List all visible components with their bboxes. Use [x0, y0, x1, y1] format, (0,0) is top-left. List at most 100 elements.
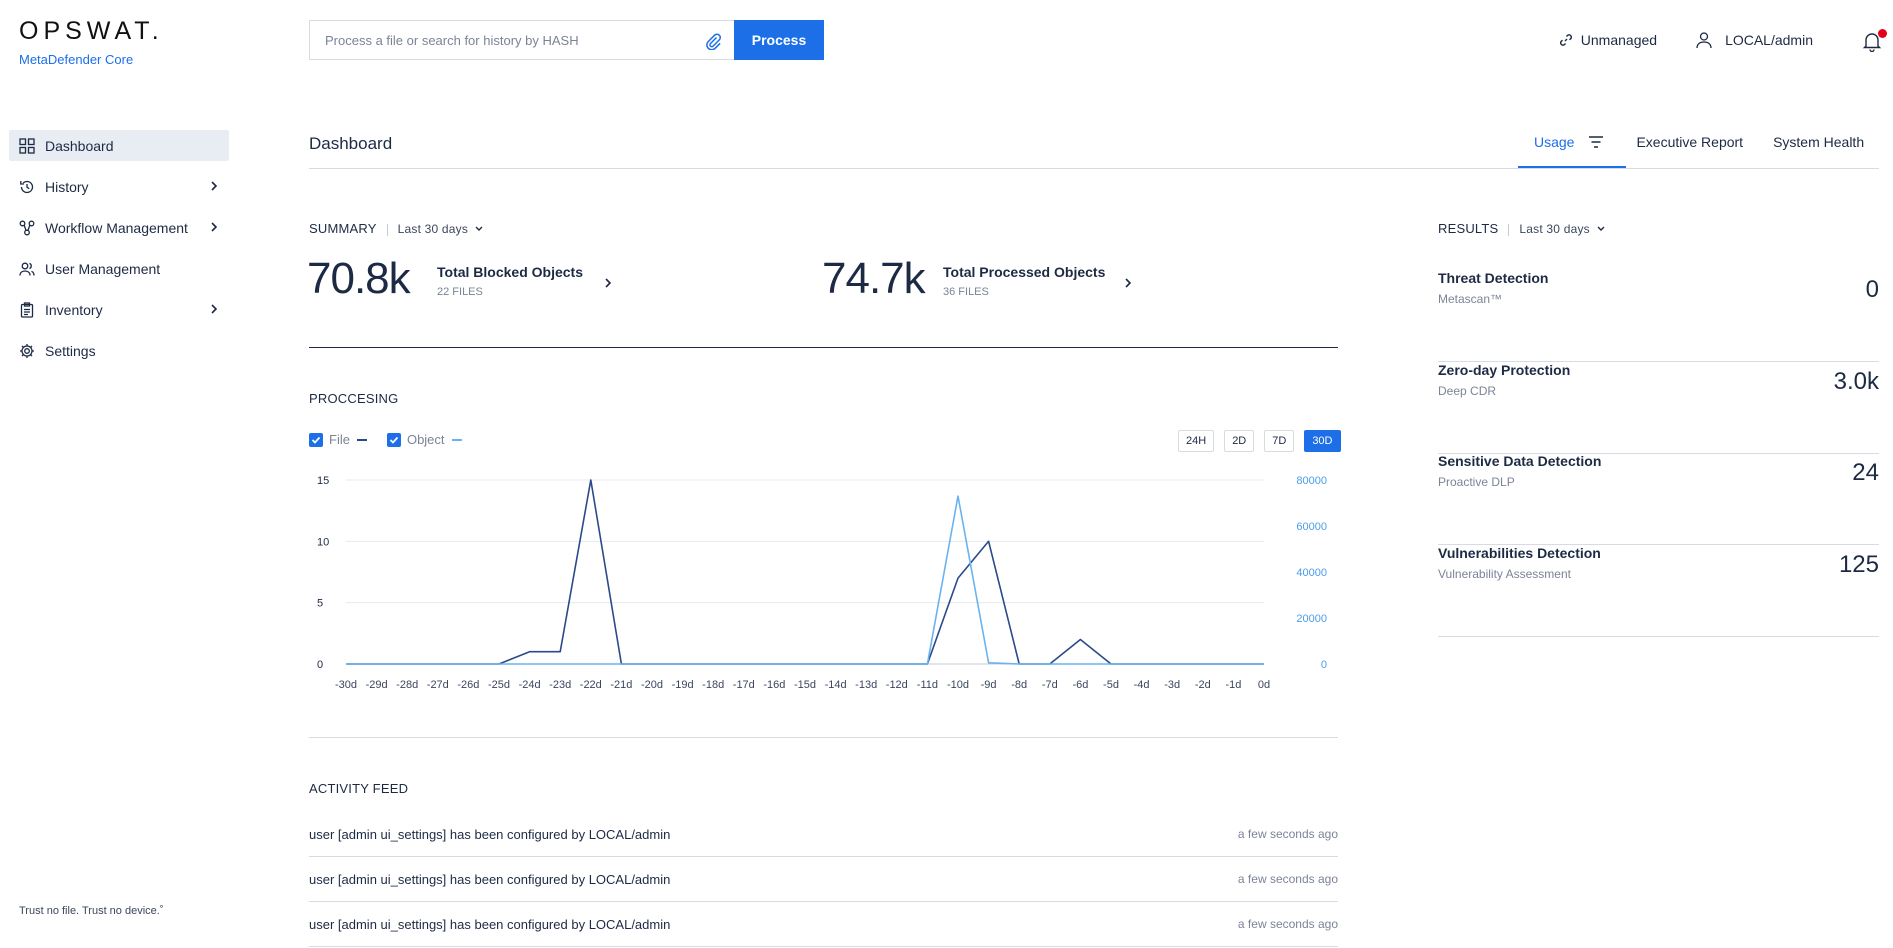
dashboard-grid-icon: [19, 137, 35, 154]
feed-item: user [admin ui_settings] has been config…: [309, 902, 1338, 947]
series-line-object: [346, 495, 1264, 665]
x-tick-label: -20d: [641, 679, 663, 691]
processed-objects-value: 74.7k: [822, 254, 926, 303]
separator: [1508, 223, 1510, 236]
sidebar-item-user-management[interactable]: User Management: [9, 253, 229, 284]
results-range-dropdown[interactable]: Last 30 days: [1519, 222, 1605, 236]
range-button-7d[interactable]: 7D: [1264, 430, 1295, 452]
x-tick-label: -22d: [580, 679, 602, 691]
sidebar-item-dashboard[interactable]: Dashboard: [9, 130, 229, 161]
result-value: 0: [1865, 276, 1879, 303]
summary-divider: [309, 347, 1338, 348]
range-button-2d[interactable]: 2D: [1224, 430, 1255, 452]
result-zero-day-protection[interactable]: Zero-day Protection Deep CDR 3.0k: [1438, 362, 1879, 454]
page-title: Dashboard: [309, 134, 393, 153]
file-series-checkbox[interactable]: [309, 432, 323, 447]
tab-system-health[interactable]: System Health: [1773, 134, 1865, 150]
user-label: LOCAL/admin: [1725, 32, 1813, 48]
user-icon: [1696, 32, 1712, 49]
tab-usage[interactable]: Usage: [1534, 134, 1604, 150]
x-tick-label: -21d: [610, 679, 632, 691]
blocked-objects-value: 70.8k: [307, 254, 411, 303]
x-tick-label: -5d: [1103, 679, 1119, 691]
unmanaged-label: Unmanaged: [1580, 32, 1658, 48]
object-series-checkbox[interactable]: [386, 432, 401, 447]
x-tick-label: -1d: [1225, 679, 1241, 691]
result-vulnerabilities-detection[interactable]: Vulnerabilities Detection Vulnerability …: [1438, 545, 1879, 637]
x-tick-label: -17d: [733, 679, 755, 691]
sidebar-item-label: User Management: [45, 260, 161, 277]
tab-label: Usage: [1534, 134, 1575, 150]
range-button-24h[interactable]: 24H: [1178, 430, 1215, 452]
result-sensitive-data-detection[interactable]: Sensitive Data Detection Proactive DLP 2…: [1438, 453, 1879, 545]
feed-actor: LOCAL/admin: [588, 826, 671, 842]
x-tick-label: -12d: [886, 679, 908, 691]
tab-executive-report[interactable]: Executive Report: [1636, 134, 1744, 150]
x-tick-label: -27d: [427, 679, 449, 691]
result-title: Vulnerabilities Detection: [1438, 545, 1601, 561]
sidebar-item-label: Workflow Management: [45, 219, 188, 236]
result-value: 3.0k: [1833, 368, 1879, 395]
blocked-objects-chevron-icon[interactable]: [601, 276, 615, 290]
result-subtitle: Metascan™: [1438, 292, 1503, 306]
y-left-tick-label: 15: [317, 475, 329, 487]
feed-subject: user [admin ui_settings]: [309, 916, 447, 932]
processed-objects-chevron-icon[interactable]: [1121, 276, 1135, 290]
clipboard-icon: [20, 301, 34, 318]
users-icon: [19, 262, 35, 276]
summary-range-dropdown[interactable]: Last 30 days: [398, 222, 484, 236]
x-tick-label: -19d: [672, 679, 694, 691]
y-right-tick-label: 60000: [1296, 521, 1327, 533]
history-icon: [20, 180, 34, 193]
x-tick-label: -24d: [519, 679, 541, 691]
processing-label: PROCCESING: [309, 391, 399, 406]
opswat-logo[interactable]: OPSWAT. MetaDefender Core: [19, 19, 164, 68]
summary-header: SUMMARY Last 30 days: [309, 221, 484, 236]
x-tick-label: -15d: [794, 679, 816, 691]
chevron-down-icon: [475, 226, 483, 231]
sidebar-item-workflow-management[interactable]: Workflow Management: [9, 212, 229, 243]
chevron-right-icon: [211, 304, 218, 314]
result-title: Threat Detection: [1438, 270, 1549, 286]
feed-message: user [admin ui_settings] has been config…: [309, 827, 670, 842]
range-button-30d[interactable]: 30D: [1304, 430, 1341, 452]
x-tick-label: -29d: [366, 679, 388, 691]
top-right-actions: Unmanaged LOCAL/admin: [1559, 28, 1813, 52]
sidebar-item-inventory[interactable]: Inventory: [9, 294, 229, 325]
series-line-file: [346, 479, 1264, 665]
feed-message: user [admin ui_settings] has been config…: [309, 872, 670, 887]
feed-item: user [admin ui_settings] has been config…: [309, 812, 1338, 857]
sidebar-item-label: Inventory: [45, 301, 103, 318]
activity-feed-label: ACTIVITY FEED: [309, 781, 409, 796]
sidebar-item-settings[interactable]: Settings: [9, 335, 229, 366]
sidebar-item-label: Settings: [45, 342, 96, 359]
filter-icon[interactable]: [1588, 135, 1604, 149]
y-right-tick-label: 20000: [1296, 613, 1327, 625]
paperclip-icon[interactable]: [704, 32, 722, 50]
sidebar-item-history[interactable]: History: [9, 171, 229, 202]
x-tick-label: -7d: [1042, 679, 1058, 691]
result-title: Zero-day Protection: [1438, 362, 1571, 378]
user-menu[interactable]: LOCAL/admin: [1695, 31, 1813, 49]
feed-subject: user [admin ui_settings]: [309, 826, 447, 842]
results-range-label: Last 30 days: [1519, 222, 1590, 236]
y-right-tick-label: 0: [1321, 659, 1327, 671]
blocked-objects-title: Total Blocked Objects: [437, 264, 583, 280]
search-input[interactable]: [325, 32, 705, 48]
x-tick-label: -28d: [396, 679, 418, 691]
x-tick-label: -4d: [1134, 679, 1150, 691]
result-title: Sensitive Data Detection: [1438, 453, 1602, 469]
unmanaged-link[interactable]: Unmanaged: [1559, 32, 1657, 48]
x-tick-label: -30d: [335, 679, 357, 691]
activity-feed: user [admin ui_settings] has been config…: [309, 812, 1338, 947]
legend-swatch-file: [356, 438, 367, 441]
workflow-icon: [19, 220, 35, 235]
legend-swatch-object: [451, 438, 462, 441]
feed-middle: has been configured by: [446, 826, 589, 842]
sidebar-item-label: Dashboard: [45, 137, 114, 154]
result-threat-detection[interactable]: Threat Detection Metascan™ 0: [1438, 270, 1879, 362]
bell-icon[interactable]: [1861, 30, 1883, 52]
feed-subject: user [admin ui_settings]: [309, 871, 447, 887]
process-button[interactable]: Process: [734, 20, 824, 60]
chevron-right-icon: [211, 222, 218, 232]
